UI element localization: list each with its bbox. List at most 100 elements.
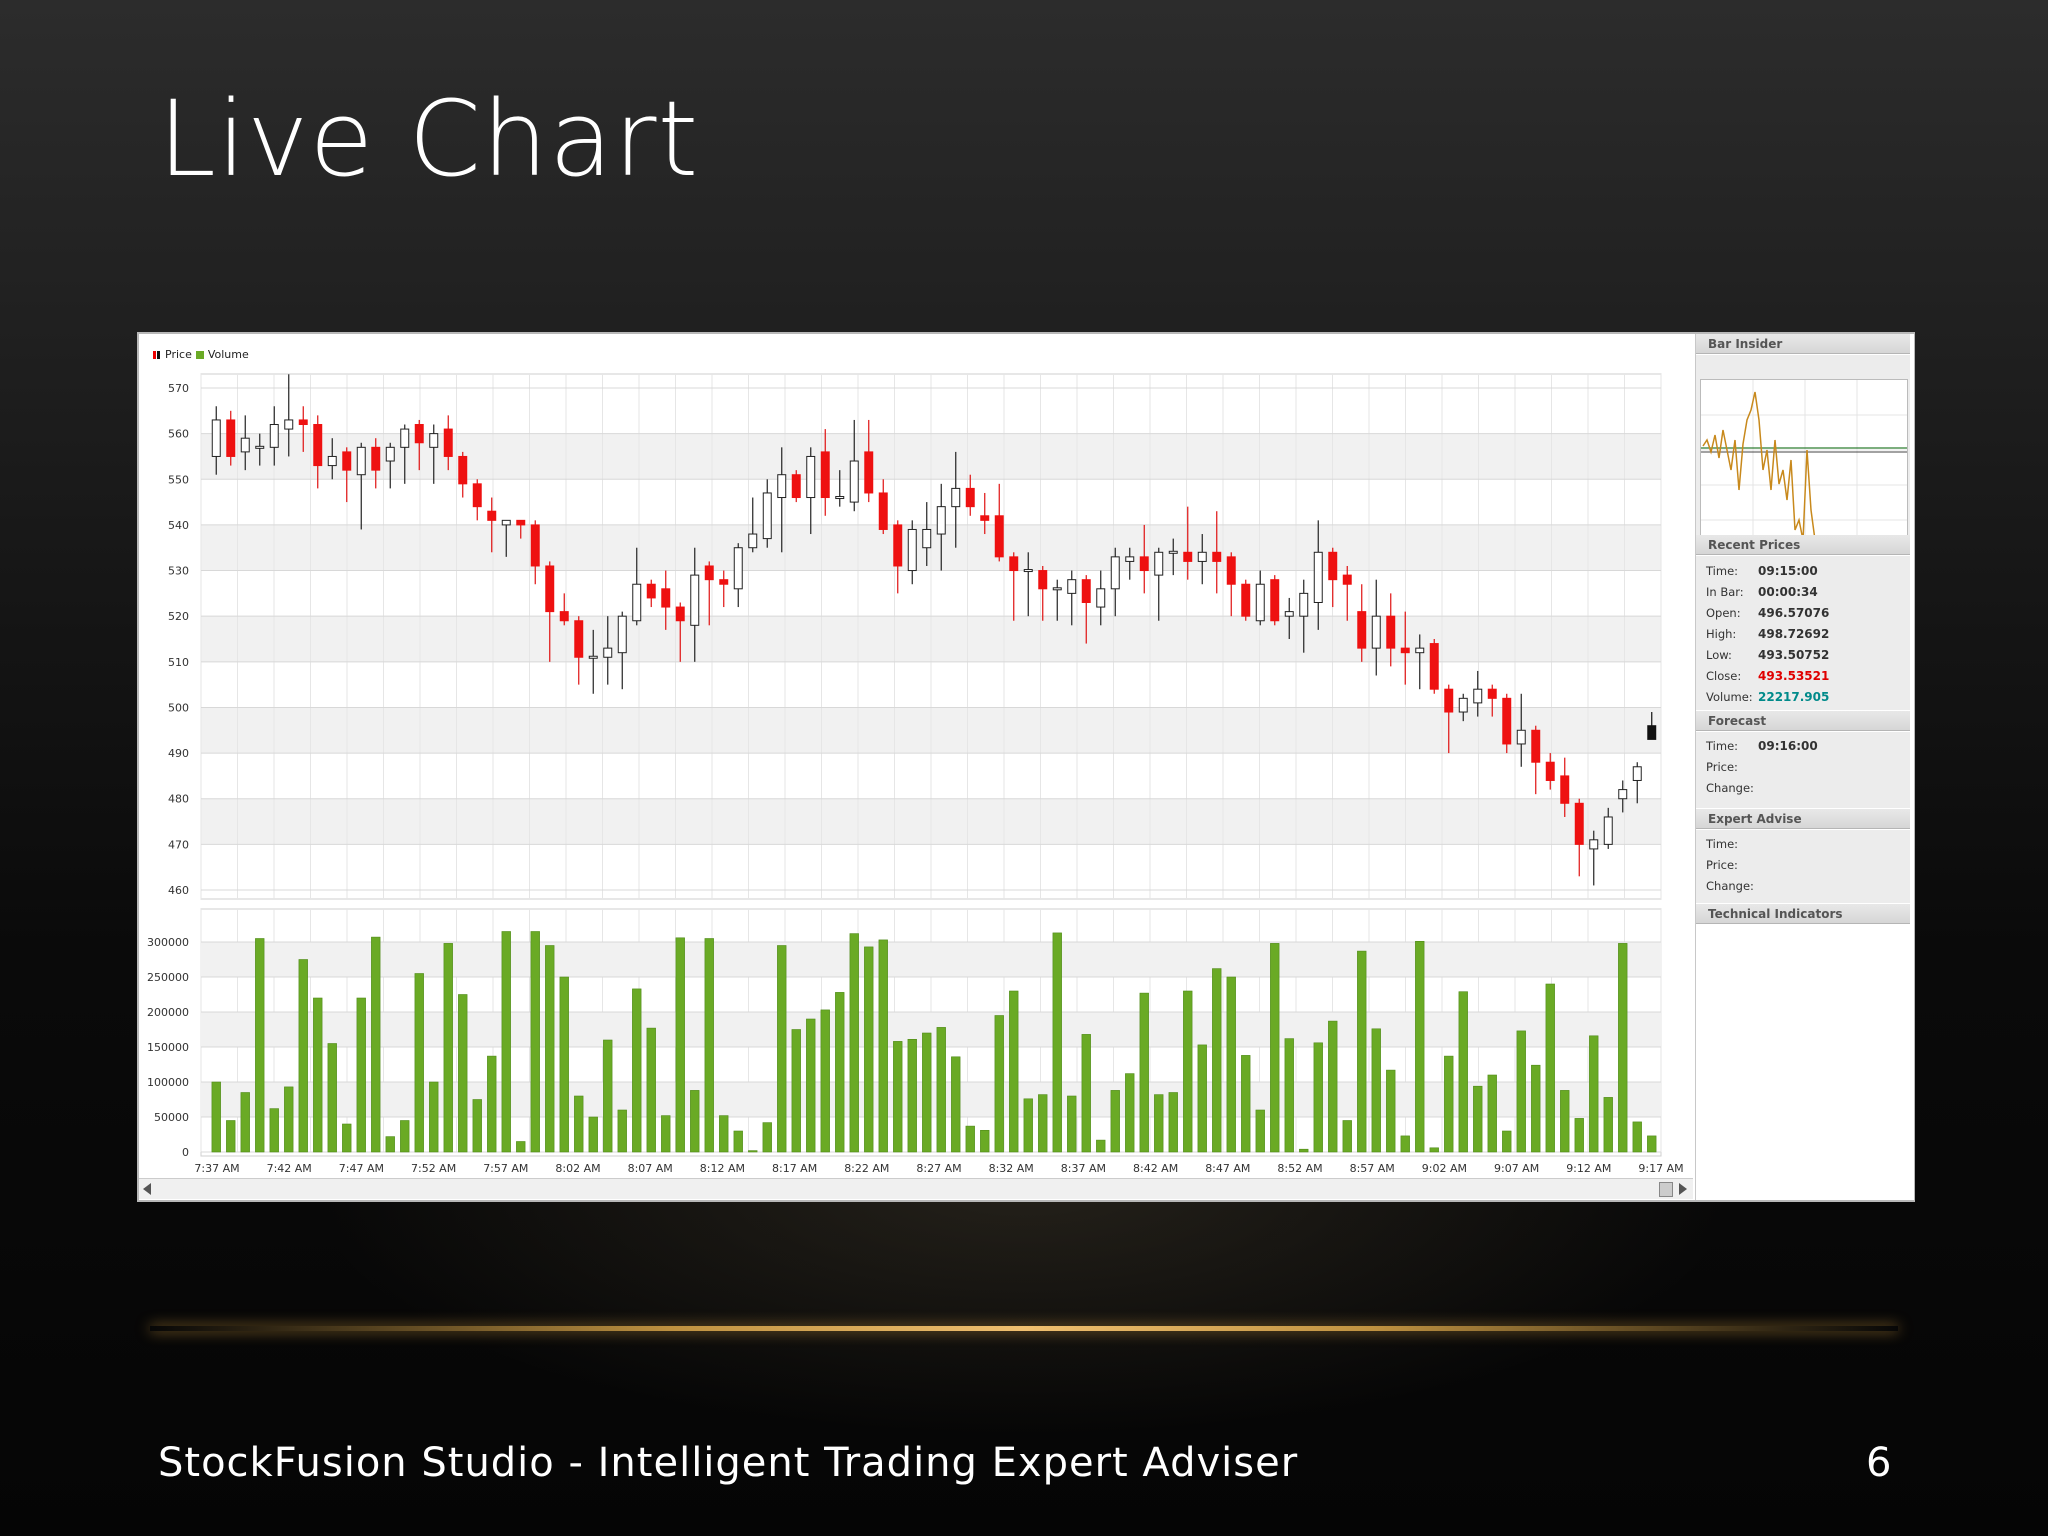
recent-volume-value: 22217.905 bbox=[1758, 690, 1830, 704]
price-volume-chart[interactable]: 460 470 480 490 500 510 520 530 540 550 560 570 0 500… bbox=[139, 334, 1693, 1178]
horizontal-scrollbar[interactable] bbox=[139, 1178, 1693, 1199]
expert-advise-header[interactable]: Expert Advise bbox=[1696, 809, 1910, 829]
candle-body bbox=[704, 565, 714, 581]
volume-bar bbox=[1473, 1085, 1483, 1153]
candle-body bbox=[472, 483, 482, 508]
recent-close-label: Close: bbox=[1706, 669, 1742, 683]
expert-change-label: Change: bbox=[1706, 879, 1754, 893]
slide-footer: StockFusion Studio - Intelligent Trading… bbox=[158, 1440, 1299, 1486]
gold-divider-line bbox=[150, 1326, 1898, 1331]
time-axis-label: 8:12 AM bbox=[700, 1162, 745, 1175]
volume-bar bbox=[1081, 1034, 1091, 1153]
chart-area[interactable]: Price Volume 460 470 480 490 500 510 520 530 540… bbox=[139, 334, 1693, 1200]
time-axis-label: 8:42 AM bbox=[1133, 1162, 1178, 1175]
recent-inbar-label: In Bar: bbox=[1706, 585, 1744, 599]
volume-bar bbox=[1241, 1055, 1251, 1153]
candle-body bbox=[1299, 592, 1309, 617]
forecast-header[interactable]: Forecast bbox=[1696, 711, 1910, 731]
bar-insider-header[interactable]: Bar Insider bbox=[1696, 334, 1910, 354]
volume-bar bbox=[893, 1041, 903, 1153]
volume-bar bbox=[588, 1116, 598, 1153]
volume-bar bbox=[1168, 1092, 1178, 1153]
candle-body bbox=[690, 574, 700, 626]
candle-body bbox=[1110, 556, 1120, 590]
volume-bar bbox=[675, 937, 685, 1153]
volume-bar bbox=[704, 938, 714, 1153]
volume-bar bbox=[719, 1115, 729, 1153]
candle-body bbox=[255, 445, 265, 449]
volume-bar bbox=[1371, 1028, 1381, 1153]
volume-bar bbox=[559, 976, 569, 1153]
candle-body bbox=[298, 419, 308, 426]
candle-body bbox=[646, 583, 656, 599]
volume-bar bbox=[617, 1109, 627, 1153]
volume-bar bbox=[762, 1122, 772, 1153]
forecast-time-label: Time: bbox=[1706, 739, 1739, 753]
volume-bar bbox=[414, 973, 424, 1153]
candle-body bbox=[1009, 556, 1019, 572]
volume-tick-label: 250000 bbox=[147, 971, 189, 984]
price-tick-label: 570 bbox=[168, 382, 189, 395]
volume-bar bbox=[922, 1032, 932, 1153]
candle-body bbox=[661, 588, 671, 608]
volume-bar bbox=[1531, 1064, 1541, 1153]
volume-bar bbox=[1096, 1139, 1106, 1153]
recent-high-value: 498.72692 bbox=[1758, 627, 1830, 641]
volume-bar bbox=[385, 1136, 395, 1153]
candle-body bbox=[1603, 816, 1613, 845]
recent-time-value: 09:15:00 bbox=[1758, 564, 1818, 578]
forecast-section: Time: 09:16:00 Price: Change: bbox=[1696, 732, 1910, 808]
price-tick-label: 500 bbox=[168, 701, 189, 714]
volume-bar bbox=[965, 1125, 975, 1153]
technical-indicators-header[interactable]: Technical Indicators bbox=[1696, 904, 1910, 924]
volume-bar bbox=[1618, 943, 1628, 1153]
volume-bar bbox=[1270, 943, 1280, 1153]
candle-body bbox=[980, 515, 990, 521]
slide-title: Live Chart bbox=[158, 78, 700, 200]
time-axis-label: 9:12 AM bbox=[1566, 1162, 1611, 1175]
candle-body bbox=[1096, 588, 1106, 608]
recent-open-label: Open: bbox=[1706, 606, 1741, 620]
candle-body bbox=[1429, 643, 1439, 690]
scroll-thumb[interactable] bbox=[1659, 1182, 1673, 1197]
price-legend-icon bbox=[153, 350, 161, 360]
candle-body bbox=[820, 451, 830, 499]
candle-body bbox=[835, 496, 845, 500]
candle-body bbox=[443, 428, 453, 457]
candle-body bbox=[777, 474, 787, 499]
volume-bar bbox=[907, 1038, 917, 1153]
volume-bar bbox=[1284, 1038, 1294, 1153]
volume-tick-label: 300000 bbox=[147, 936, 189, 949]
recent-inbar-value: 00:00:34 bbox=[1758, 585, 1818, 599]
recent-volume-label: Volume: bbox=[1706, 690, 1753, 704]
candle-body bbox=[1560, 775, 1570, 804]
recent-prices-header[interactable]: Recent Prices bbox=[1696, 535, 1910, 555]
price-tick-label: 520 bbox=[168, 610, 189, 623]
volume-bar bbox=[748, 1150, 758, 1153]
volume-bar bbox=[1212, 968, 1222, 1153]
candle-body bbox=[1487, 688, 1497, 699]
candle-body bbox=[574, 620, 584, 658]
volume-bar bbox=[690, 1090, 700, 1153]
candle-body bbox=[530, 524, 540, 567]
volume-bar bbox=[1603, 1097, 1613, 1153]
scroll-left-arrow-icon[interactable] bbox=[143, 1183, 151, 1195]
bar-insider-plot bbox=[1701, 380, 1907, 555]
candle-body bbox=[936, 506, 946, 535]
volume-bar bbox=[327, 1043, 337, 1153]
price-tick-label: 510 bbox=[168, 656, 189, 669]
time-axis-label: 8:57 AM bbox=[1350, 1162, 1395, 1175]
side-panel: Bar Insider Recent Prices Time: 09:15:00… bbox=[1695, 334, 1914, 1200]
time-axis-label: 8:47 AM bbox=[1205, 1162, 1250, 1175]
volume-bar bbox=[632, 988, 642, 1153]
volume-bar bbox=[240, 1092, 250, 1153]
time-axis-label: 9:07 AM bbox=[1494, 1162, 1539, 1175]
recent-close-value: 493.53521 bbox=[1758, 669, 1830, 683]
time-axis-label: 7:47 AM bbox=[339, 1162, 384, 1175]
time-axis-label: 7:42 AM bbox=[267, 1162, 312, 1175]
volume-bar bbox=[864, 946, 874, 1153]
volume-bar bbox=[806, 1018, 816, 1153]
chart-window: Price Volume 460 470 480 490 500 510 520 530 540… bbox=[137, 332, 1915, 1202]
scroll-right-arrow-icon[interactable] bbox=[1679, 1183, 1687, 1195]
candle-body bbox=[487, 510, 497, 521]
